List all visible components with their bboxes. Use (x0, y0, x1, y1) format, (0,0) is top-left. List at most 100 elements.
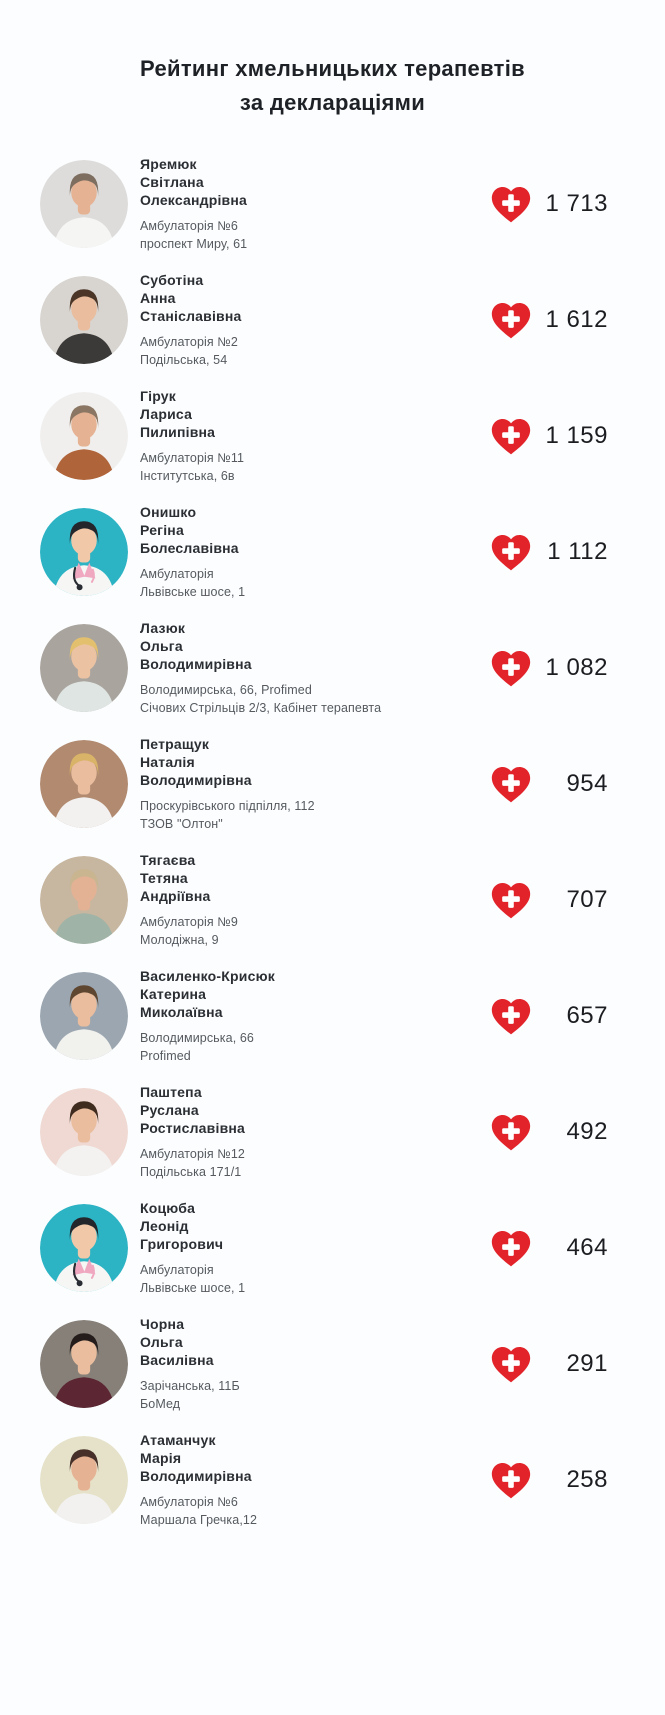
doctor-name: Лазюк Ольга Володимирівна (140, 619, 476, 673)
declaration-count: 1 082 (545, 654, 608, 681)
medical-heart-icon (491, 1462, 531, 1499)
doctor-info: Атаманчук Марія Володимирівна Амбулаторія … (140, 1431, 476, 1529)
doctor-row: Василенко-Крисюк Катерина Миколаївна Волод… (40, 958, 608, 1074)
declaration-count: 1 612 (545, 306, 608, 333)
doctor-name-line: Григорович (140, 1236, 224, 1252)
doctor-info: Паштепа Руслана Ростиславівна Амбулаторія … (140, 1083, 476, 1181)
declaration-count: 258 (566, 1466, 608, 1493)
declaration-count: 1 713 (545, 190, 608, 217)
doctor-name-line: Василенко-Крисюк (140, 968, 275, 984)
doctor-avatar (40, 1436, 128, 1524)
doctor-row: Атаманчук Марія Володимирівна Амбулаторія … (40, 1422, 608, 1538)
doctor-avatar (40, 1204, 128, 1292)
declaration-count: 291 (566, 1350, 608, 1377)
declaration-count: 657 (566, 1002, 608, 1029)
medical-heart-icon (491, 998, 531, 1035)
doctor-name-line: Пилипівна (140, 424, 216, 440)
medical-heart-icon (491, 766, 531, 803)
doctor-address-line: ТЗОВ "Олтон" (140, 817, 223, 831)
doctor-name-line: Лазюк (140, 620, 186, 636)
doctor-info: Петращук Наталія Володимирівна Проскурівсь… (140, 735, 476, 833)
declaration-score: 291 (488, 1341, 608, 1387)
doctor-address: Амбулаторія №12 Подільська 171/1 (140, 1145, 476, 1181)
doctor-name-line: Коцюба (140, 1200, 196, 1216)
medical-heart-icon (491, 534, 531, 571)
doctor-name: Чорна Ольга Василівна (140, 1315, 476, 1369)
doctor-name-line: Ольга (140, 638, 183, 654)
declaration-score: 464 (488, 1225, 608, 1271)
doctor-address-line: БоМед (140, 1397, 181, 1411)
doctor-address: Амбулаторія Львівське шосе, 1 (140, 1261, 476, 1297)
doctor-address-line: Львівське шосе, 1 (140, 1281, 246, 1295)
doctor-address: Володимирська, 66, Profimed Січових Стріл… (140, 681, 476, 717)
doctor-name-line: Миколаївна (140, 1004, 223, 1020)
doctor-name: Суботіна Анна Станіславівна (140, 271, 476, 325)
medical-heart-icon (491, 1230, 531, 1267)
medical-heart-icon (491, 302, 531, 339)
declaration-score: 1 082 (488, 645, 608, 691)
medical-heart-icon (491, 1346, 531, 1383)
doctor-avatar (40, 276, 128, 364)
medical-heart-icon (491, 1114, 531, 1151)
doctor-name-line: Гірук (140, 388, 176, 404)
page-title-line1: Рейтинг хмельницьких терапевтів (140, 56, 525, 81)
doctor-name-line: Яремюк (140, 156, 197, 172)
doctor-address-line: Володимирська, 66 (140, 1031, 254, 1045)
doctor-name-line: Володимирівна (140, 772, 252, 788)
doctor-info: Лазюк Ольга Володимирівна Володимирська, 6… (140, 619, 476, 717)
doctor-row: Гірук Лариса Пилипівна Амбулаторія №11 Інст… (40, 378, 608, 494)
doctor-row: Паштепа Руслана Ростиславівна Амбулаторія … (40, 1074, 608, 1190)
doctor-name: Гірук Лариса Пилипівна (140, 387, 476, 441)
doctor-name-line: Болеславівна (140, 540, 239, 556)
ranking-infographic: Рейтинг хмельницьких терапевтів за декла… (0, 52, 665, 1715)
doctor-row: Суботіна Анна Станіславівна Амбулаторія №2… (40, 262, 608, 378)
doctor-address-line: Січових Стрільців 2/3, Кабінет терапевта (140, 701, 382, 715)
doctor-address-line: Інститутська, 6в (140, 469, 235, 483)
doctor-info: Василенко-Крисюк Катерина Миколаївна Волод… (140, 967, 476, 1065)
doctor-address-line: Амбулаторія №2 (140, 335, 238, 349)
declaration-count: 954 (566, 770, 608, 797)
declaration-score: 258 (488, 1457, 608, 1503)
page-title: Рейтинг хмельницьких терапевтів за декла… (0, 52, 665, 120)
doctor-info: Яремюк Світлана Олександрівна Амбулаторія … (140, 155, 476, 253)
doctor-address-line: Амбулаторія №6 (140, 1495, 238, 1509)
doctor-name-line: Світлана (140, 174, 204, 190)
medical-heart-icon (491, 418, 531, 455)
doctor-info: Коцюба Леонід Григорович Амбулаторія Львівс… (140, 1199, 476, 1297)
doctor-address-line: Львівське шосе, 1 (140, 585, 246, 599)
declaration-score: 1 713 (488, 181, 608, 227)
doctor-name-line: Станіславівна (140, 308, 242, 324)
declaration-score: 1 159 (488, 413, 608, 459)
doctor-name-line: Тягаєва (140, 852, 196, 868)
doctor-address-line: Маршала Гречка,12 (140, 1513, 257, 1527)
doctor-address: Зарічанська, 11Б БоМед (140, 1377, 476, 1413)
doctor-avatar (40, 160, 128, 248)
doctor-row: Онишко Регіна Болеславівна Амбулаторія Льві… (40, 494, 608, 610)
doctor-name-line: Тетяна (140, 870, 188, 886)
doctor-name-line: Володимирівна (140, 1468, 252, 1484)
doctor-name-line: Василівна (140, 1352, 214, 1368)
doctor-address-line: Амбулаторія (140, 1263, 214, 1277)
doctor-address: Володимирська, 66 Profimed (140, 1029, 476, 1065)
doctor-address: Амбулаторія №11 Інститутська, 6в (140, 449, 476, 485)
doctor-name: Василенко-Крисюк Катерина Миколаївна (140, 967, 476, 1021)
doctor-name: Коцюба Леонід Григорович (140, 1199, 476, 1253)
doctor-address: Амбулаторія №9 Молодіжна, 9 (140, 913, 476, 949)
doctor-address-line: Проскурівського підпілля, 112 (140, 799, 315, 813)
doctor-avatar (40, 856, 128, 944)
doctor-address-line: Подільська, 54 (140, 353, 228, 367)
declaration-count: 492 (566, 1118, 608, 1145)
doctor-name-line: Ольга (140, 1334, 183, 1350)
doctor-name-line: Лариса (140, 406, 193, 422)
doctor-address-line: проспект Миру, 61 (140, 237, 248, 251)
doctor-avatar (40, 508, 128, 596)
doctor-name: Атаманчук Марія Володимирівна (140, 1431, 476, 1485)
declaration-score: 492 (488, 1109, 608, 1155)
doctor-info: Тягаєва Тетяна Андріївна Амбулаторія №9 Мол… (140, 851, 476, 949)
doctor-info: Онишко Регіна Болеславівна Амбулаторія Льві… (140, 503, 476, 601)
doctor-name-line: Петращук (140, 736, 210, 752)
doctor-address: Амбулаторія №2 Подільська, 54 (140, 333, 476, 369)
doctor-name-line: Атаманчук (140, 1432, 216, 1448)
doctor-name-line: Чорна (140, 1316, 185, 1332)
doctor-row: Коцюба Леонід Григорович Амбулаторія Львівс… (40, 1190, 608, 1306)
